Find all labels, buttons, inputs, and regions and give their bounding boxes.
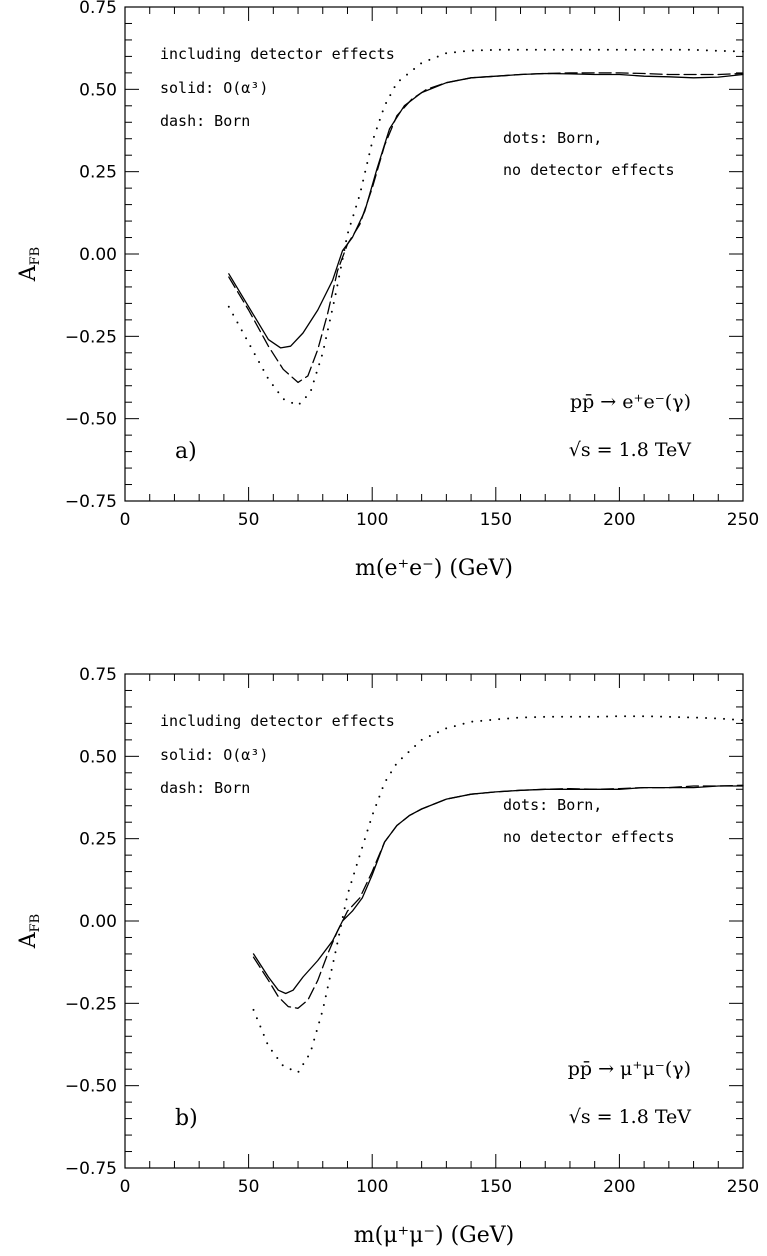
x-tick-label: 150 (480, 510, 512, 530)
y-tick-label: 0.00 (79, 912, 117, 932)
x-axis-label: m(e⁺e⁻) (GeV) (355, 556, 513, 581)
y-tick-label: 0.25 (79, 830, 117, 850)
x-tick-label: 200 (603, 510, 635, 530)
annotation-solid: solid: O(α³) (160, 746, 268, 764)
annotation-detector: including detector effects (160, 712, 395, 730)
y-tick-label: −0.75 (65, 492, 117, 512)
annotation-energy: √s = 1.8 TeV (569, 439, 692, 461)
y-tick-label: −0.50 (65, 410, 117, 430)
y-tick-label: 0.50 (79, 747, 117, 767)
x-tick-label: 0 (120, 1177, 131, 1197)
y-tick-label: −0.25 (65, 994, 117, 1014)
y-tick-label: 0.25 (79, 163, 117, 183)
annotation-solid: solid: O(α³) (160, 79, 268, 97)
x-tick-label: 150 (480, 1177, 512, 1197)
x-tick-label: 50 (238, 1177, 260, 1197)
x-tick-label: 50 (238, 510, 260, 530)
series-line-dots (252, 715, 744, 1074)
chart-panel-a: 0 50 100 150 200 250 −0.75 −0.50 −0.25 0.00 0.25 0.… (16, 0, 759, 581)
panel-label: a) (175, 439, 197, 464)
series-line-dots (227, 48, 744, 407)
y-tick-label: 0.75 (79, 665, 117, 685)
chart-panel-b: 0 50 100 150 200 250 −0.75 −0.50 −0.25 0.00 0.25 0.… (16, 665, 759, 1248)
series-line-solid (252, 785, 744, 995)
x-tick-label: 250 (727, 1177, 759, 1197)
annotation-dots: dots: Born, (503, 129, 602, 147)
y-tick-label: −0.75 (65, 1159, 117, 1179)
annotation-detector: including detector effects (160, 45, 395, 63)
x-tick-label: 100 (356, 1177, 388, 1197)
x-tick-label: 250 (727, 510, 759, 530)
annotation-process: pp̄ → μ⁺μ⁻(γ) (568, 1058, 691, 1080)
y-tick-label: −0.25 (65, 327, 117, 347)
x-tick-label: 100 (356, 510, 388, 530)
annotation-dots: dots: Born, (503, 796, 602, 814)
series-line-solid (228, 72, 744, 349)
y-tick-label: −0.50 (65, 1077, 117, 1097)
y-axis-label: AFB (16, 914, 43, 949)
annotation-no-detector: no detector effects (503, 828, 675, 846)
series-line-dash (228, 72, 744, 384)
y-tick-label: 0.00 (79, 245, 117, 265)
x-tick-label: 200 (603, 1177, 635, 1197)
y-tick-label: 0.75 (79, 0, 117, 18)
annotation-dash: dash: Born (160, 779, 250, 797)
panel-label: b) (175, 1106, 198, 1131)
annotation-process: pp̄ → e⁺e⁻(γ) (570, 391, 691, 413)
annotation-no-detector: no detector effects (503, 161, 675, 179)
y-tick-label: 0.50 (79, 80, 117, 100)
x-axis-label: m(μ⁺μ⁻) (GeV) (354, 1223, 515, 1248)
y-axis-label: AFB (16, 247, 43, 282)
series-line-dash (252, 784, 744, 1009)
annotation-energy: √s = 1.8 TeV (569, 1106, 692, 1128)
x-tick-label: 0 (120, 510, 131, 530)
annotation-dash: dash: Born (160, 112, 250, 130)
